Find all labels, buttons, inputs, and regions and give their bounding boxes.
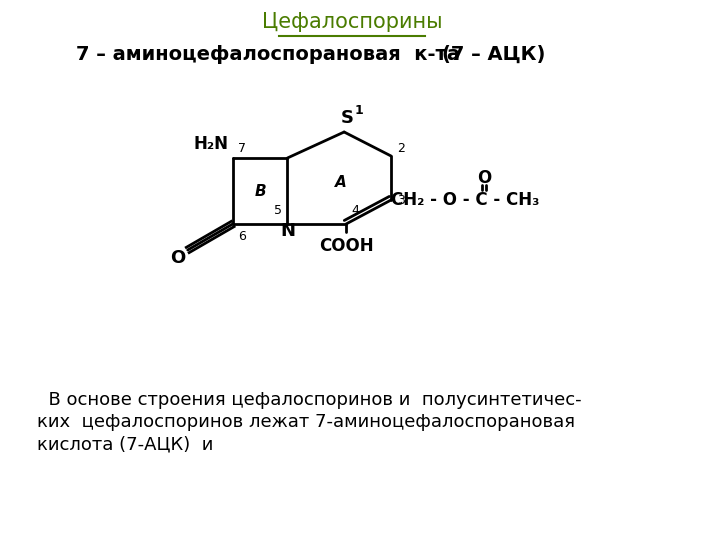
Text: ких  цефалоспоринов лежат 7-аминоцефалоспорановая: ких цефалоспоринов лежат 7-аминоцефалосп…: [37, 413, 575, 431]
Text: 7: 7: [238, 143, 246, 156]
Text: 5: 5: [274, 204, 282, 217]
Text: B: B: [254, 184, 266, 199]
Text: O: O: [171, 249, 186, 267]
Text: N: N: [280, 222, 295, 240]
Text: 2: 2: [397, 143, 405, 156]
Text: O: O: [477, 169, 491, 187]
Text: H₂N: H₂N: [194, 135, 229, 153]
Text: В основе строения цефалоспоринов и  полусинтетичес-: В основе строения цефалоспоринов и полус…: [37, 391, 582, 409]
Text: кислота (7-АЦК)  и: кислота (7-АЦК) и: [37, 435, 214, 453]
Text: 4: 4: [351, 204, 359, 217]
Text: A: A: [336, 175, 347, 190]
Text: CH₂ - O - C - CH₃: CH₂ - O - C - CH₃: [391, 191, 539, 209]
Text: S: S: [341, 109, 354, 127]
Text: Цефалоспорины: Цефалоспорины: [261, 12, 442, 32]
Text: 6: 6: [238, 230, 246, 242]
Text: 7 – аминоцефалоспорановая  к-та: 7 – аминоцефалоспорановая к-та: [76, 44, 460, 64]
Text: (7 – АЦК): (7 – АЦК): [442, 44, 545, 64]
Text: 1: 1: [354, 104, 363, 117]
Text: COOH: COOH: [319, 237, 374, 255]
Text: 3: 3: [397, 193, 405, 206]
